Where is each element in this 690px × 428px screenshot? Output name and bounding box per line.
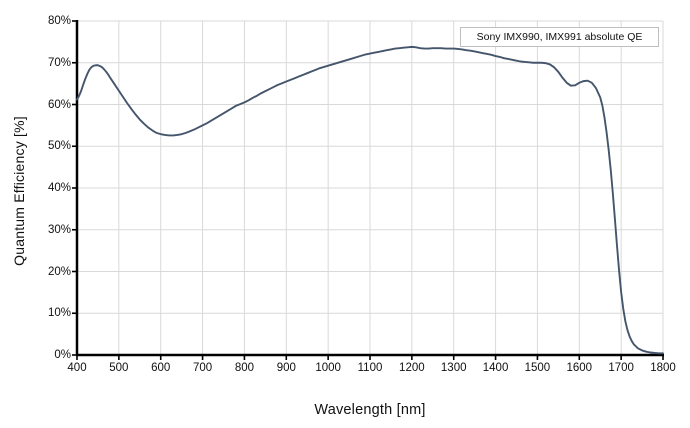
x-tick-label: 1500 [524,362,551,374]
y-tick-label: 20% [47,265,71,278]
x-tick-label: 1100 [357,362,383,374]
y-tick-label: 60% [47,98,71,111]
x-tick-label: 1400 [482,362,509,374]
x-tick-label: 500 [109,362,129,374]
x-axis-title: Wavelength [nm] [314,402,426,418]
x-tick-label: 600 [151,362,171,374]
x-tick-label: 1700 [608,362,634,374]
legend: Sony IMX990, IMX991 absolute QE [460,27,659,47]
y-tick-label: 50% [47,140,71,153]
x-tick-label: 1800 [650,362,676,374]
x-tick-label: 900 [276,362,296,374]
x-tick-label: 800 [234,362,255,374]
y-tick-label: 80% [47,15,71,27]
legend-series-label: Sony IMX990, IMX991 absolute QE [476,31,643,43]
y-tick-label: 10% [47,307,71,320]
qe-curve [76,45,664,355]
x-tick-label: 1300 [440,362,467,374]
y-tick-label: 70% [47,56,71,69]
y-axis-title: Quantum Efficiency [%] [11,116,27,266]
x-tick-label: 1000 [315,362,341,374]
x-tick-label: 1600 [566,362,593,374]
y-tick-label: 30% [47,223,71,236]
y-tick-label: 0% [54,349,71,361]
y-tick-label: 40% [47,182,71,194]
x-tick-label: 700 [192,362,213,374]
x-tick-label: 400 [67,362,87,374]
x-tick-label: 1200 [399,362,425,374]
